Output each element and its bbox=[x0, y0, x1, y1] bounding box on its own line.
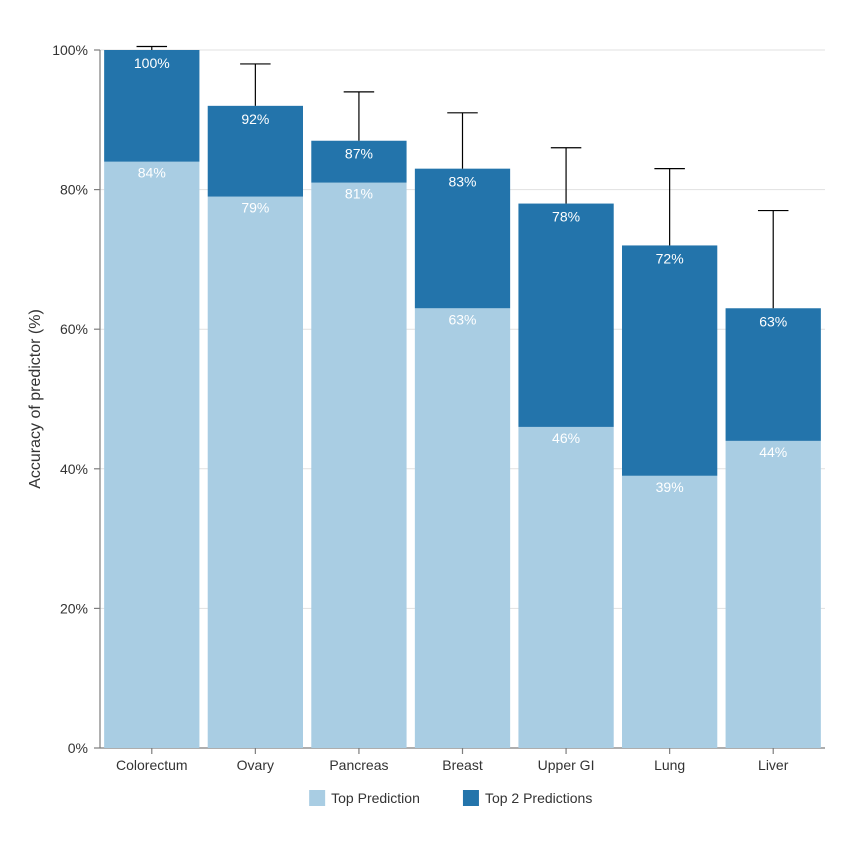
y-axis: 0% 20% 40% 60% 80% 100% Accuracy of predictor … bbox=[27, 42, 100, 756]
legend-swatch bbox=[463, 790, 479, 806]
x-tick-label: Ovary bbox=[237, 757, 274, 773]
legend-label: Top Prediction bbox=[331, 790, 420, 806]
x-tick-label: Liver bbox=[758, 757, 789, 773]
bar-top1 bbox=[726, 441, 821, 748]
bar-top2-label: 100% bbox=[134, 55, 170, 71]
legend: Top Prediction Top 2 Predictions bbox=[309, 790, 592, 806]
bar-top2-label: 83% bbox=[448, 174, 476, 190]
x-axis: Colorectum Ovary Pancreas Breast Upper GI Lun… bbox=[100, 748, 825, 773]
y-axis-label: Accuracy of predictor (%) bbox=[27, 309, 44, 489]
x-tick-label: Breast bbox=[442, 757, 483, 773]
legend-swatch bbox=[309, 790, 325, 806]
bar-top2-label: 63% bbox=[759, 313, 787, 329]
bar-top1-label: 81% bbox=[345, 186, 373, 202]
y-tick-label: 0% bbox=[68, 740, 88, 756]
bar-top1-label: 39% bbox=[656, 479, 684, 495]
x-tick-label: Colorectum bbox=[116, 757, 188, 773]
bar-top1 bbox=[622, 476, 717, 748]
bar-top1 bbox=[208, 197, 303, 748]
bar-top2-label: 78% bbox=[552, 209, 580, 225]
bar-top1 bbox=[104, 162, 199, 748]
accuracy-bar-chart: 0% 20% 40% 60% 80% 100% Accuracy of predictor … bbox=[0, 0, 865, 848]
bar-top1-label: 84% bbox=[138, 165, 166, 181]
bar-top1 bbox=[518, 427, 613, 748]
y-tick-label: 100% bbox=[52, 42, 88, 58]
bar-top1-label: 44% bbox=[759, 444, 787, 460]
y-tick-label: 20% bbox=[60, 600, 88, 616]
bar-top1-label: 63% bbox=[448, 311, 476, 327]
bar-top2-label: 72% bbox=[656, 250, 684, 266]
bar-top2 bbox=[622, 245, 717, 475]
y-tick-label: 40% bbox=[60, 461, 88, 477]
x-tick-label: Upper GI bbox=[538, 757, 595, 773]
bar-top1 bbox=[415, 308, 510, 748]
bar-top1 bbox=[311, 183, 406, 748]
y-tick-label: 60% bbox=[60, 321, 88, 337]
bar-top2-label: 92% bbox=[241, 111, 269, 127]
bar-top2 bbox=[518, 204, 613, 427]
y-tick-label: 80% bbox=[60, 182, 88, 198]
x-tick-label: Pancreas bbox=[329, 757, 388, 773]
bar-top1-label: 46% bbox=[552, 430, 580, 446]
legend-label: Top 2 Predictions bbox=[485, 790, 592, 806]
bar-top2-label: 87% bbox=[345, 146, 373, 162]
bar-top1-label: 79% bbox=[241, 200, 269, 216]
x-tick-label: Lung bbox=[654, 757, 685, 773]
